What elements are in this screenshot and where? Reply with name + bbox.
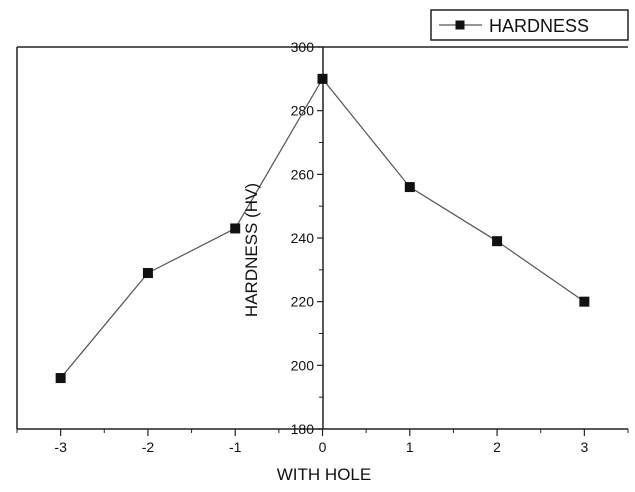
x-tick-label: 0 (319, 439, 327, 455)
data-point-marker (55, 373, 66, 384)
legend-label-hardness: HARDNESS (489, 16, 589, 36)
data-point-marker (579, 296, 590, 307)
x-tick-label: 3 (580, 439, 588, 455)
data-point-marker (230, 223, 241, 234)
axis-labels: WITH HOLE HARDNESS (HV) (242, 183, 371, 484)
series-layer (55, 73, 590, 384)
y-tick-label: 180 (291, 421, 315, 437)
y-tick-label: 240 (291, 230, 315, 246)
y-tick-label: 200 (291, 357, 315, 373)
y-tick-label: 220 (291, 294, 315, 310)
data-point-marker (404, 182, 415, 193)
legend-marker-swatch (455, 20, 465, 30)
x-tick-label: 2 (493, 439, 501, 455)
x-tick-label: -1 (229, 439, 242, 455)
x-tick-label: -2 (142, 439, 155, 455)
legend-box (430, 9, 629, 41)
x-tick-label: -3 (54, 439, 67, 455)
y-tick-label: 300 (291, 39, 315, 55)
data-point-marker (492, 236, 503, 247)
y-tick-label: 280 (291, 103, 315, 119)
x-axis-title: WITH HOLE (277, 465, 371, 484)
x-tick-label: 1 (406, 439, 414, 455)
axes: -3 -2 -1 0 1 2 3 180 200 220 240 260 280 300 (16, 39, 629, 455)
legend: HARDNESS (430, 9, 629, 41)
data-point-marker (142, 268, 153, 279)
data-point-marker (317, 73, 328, 84)
y-tick-label: 260 (291, 166, 315, 182)
y-axis-title: HARDNESS (HV) (242, 183, 261, 317)
